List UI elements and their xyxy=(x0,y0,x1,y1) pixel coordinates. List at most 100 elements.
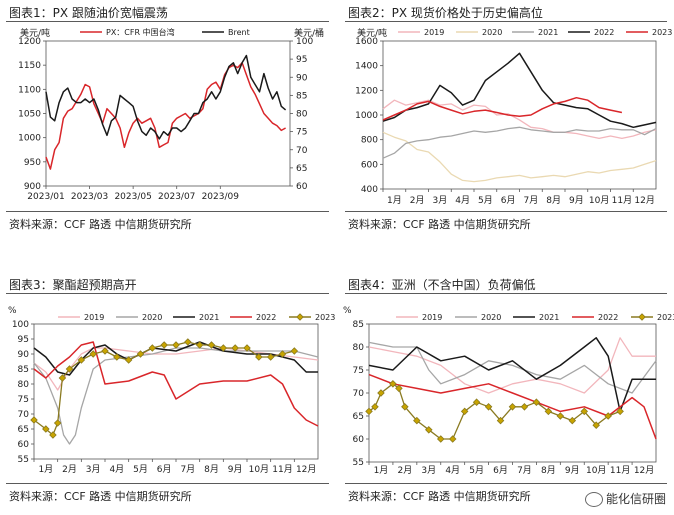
data-point-2023 xyxy=(148,344,157,352)
data-point-2023 xyxy=(448,435,457,443)
x-tick-label: 2023/03 xyxy=(71,192,108,202)
x-tick-label: 6月 xyxy=(501,195,516,206)
legend-label: 2020 xyxy=(142,313,162,322)
x-tick-label: 4月 xyxy=(109,464,124,475)
x-tick-label: 10月 xyxy=(589,195,609,206)
y2-tick-label: 90 xyxy=(296,73,308,83)
x-tick-label: 8月 xyxy=(204,464,219,475)
legend-marker xyxy=(638,313,646,321)
chart-4-source: 资料来源：CCF 路透 中信期货研究所 xyxy=(348,490,531,503)
data-point-2023 xyxy=(290,347,299,355)
series-line-2020 xyxy=(33,347,319,445)
legend-label: 2020 xyxy=(481,313,501,322)
x-tick-label: 10月 xyxy=(586,465,606,476)
data-point-2023 xyxy=(520,403,529,411)
x-tick-label: 1月 xyxy=(374,465,389,476)
plot-frame xyxy=(382,40,657,190)
y-axis-label: 美元/吨 xyxy=(20,27,50,39)
data-point-2023 xyxy=(401,403,409,411)
y-tick-label: 85 xyxy=(18,365,29,375)
y-tick-label: 1200 xyxy=(355,86,378,96)
x-tick-label: 2023/07 xyxy=(158,192,195,202)
y-tick-label: 65 xyxy=(18,425,29,435)
chart-4-top-rule xyxy=(345,293,667,294)
y-tick-label: 950 xyxy=(24,158,41,168)
data-point-2023 xyxy=(113,353,121,361)
data-point-2023 xyxy=(592,421,600,429)
data-point-2023 xyxy=(53,419,62,427)
y-tick-label: 1000 xyxy=(18,134,41,144)
y2-tick-label: 60 xyxy=(296,182,308,192)
x-tick-label: 6月 xyxy=(157,464,172,475)
series-line-2023 xyxy=(382,96,623,121)
chart-2-top-rule xyxy=(345,21,667,22)
y-tick-label: 85 xyxy=(353,320,364,330)
chart-2-source: 资料来源：CCF 路透 中信期货研究所 xyxy=(348,218,531,231)
chart-3-top-rule xyxy=(6,293,329,294)
x-tick-label: 2023/05 xyxy=(114,192,151,202)
series-line-PX：CFR 中国台湾 xyxy=(45,62,286,170)
data-point-2023 xyxy=(77,356,86,364)
data-point-2023 xyxy=(49,431,57,439)
chart-1-source: 资料来源：CCF 路透 中信期货研究所 xyxy=(9,218,192,231)
watermark-text: 能化信研圈 xyxy=(605,492,666,506)
x-tick-label: 12月 xyxy=(634,195,654,206)
legend-label: 2023 xyxy=(315,313,335,322)
data-point-2023 xyxy=(616,407,624,416)
x-tick-label: 5月 xyxy=(478,195,493,206)
data-point-2023 xyxy=(508,403,517,411)
chart-2-title: 图表2：PX 现货价格处于历史偏高位 xyxy=(348,6,543,20)
data-point-2023 xyxy=(580,407,589,416)
series-line-2022 xyxy=(368,373,657,440)
series-line-2019 xyxy=(382,99,657,140)
data-point-2023 xyxy=(496,416,505,425)
x-tick-label: 2023/09 xyxy=(202,192,240,202)
x-tick-label: 7月 xyxy=(524,195,539,206)
y-tick-label: 75 xyxy=(353,366,364,376)
x-tick-label: 10月 xyxy=(249,464,269,475)
y-tick-label: 1100 xyxy=(18,85,41,95)
x-tick-label: 3月 xyxy=(433,195,448,206)
x-tick-label: 9月 xyxy=(569,195,584,206)
chart-1-title: 图表1：PX 跟随油价宽幅震荡 xyxy=(9,6,168,20)
chart-3-source: 资料来源：CCF 路透 中信期货研究所 xyxy=(9,490,192,503)
data-point-2023 xyxy=(484,403,493,411)
x-tick-label: 9月 xyxy=(228,464,243,475)
y-tick-label: 80 xyxy=(353,343,365,353)
data-point-2023 xyxy=(389,380,397,388)
data-point-2023 xyxy=(243,344,251,352)
data-point-2023 xyxy=(365,407,373,416)
legend-label: 2019 xyxy=(422,313,442,322)
series-line-Brent xyxy=(45,54,287,140)
y-tick-label: 80 xyxy=(18,380,30,390)
chart-3-bottom-rule xyxy=(6,483,329,484)
x-tick-label: 9月 xyxy=(565,465,580,476)
y2-tick-label: 65 xyxy=(296,164,307,174)
y-axis-label: % xyxy=(343,306,352,316)
legend-label: Brent xyxy=(228,28,250,37)
data-point-2023 xyxy=(101,347,109,355)
x-tick-label: 6月 xyxy=(493,465,508,476)
y-tick-label: 60 xyxy=(353,435,365,445)
y-tick-label: 1000 xyxy=(355,111,378,121)
x-tick-label: 12月 xyxy=(296,464,316,475)
data-point-2023 xyxy=(219,344,228,352)
series-line-2022 xyxy=(382,52,657,129)
y-tick-label: 900 xyxy=(24,182,41,192)
series-line-2019 xyxy=(33,347,319,391)
data-point-2023 xyxy=(377,389,385,397)
x-tick-label: 4月 xyxy=(455,195,470,206)
legend-label: 2023 xyxy=(652,28,672,37)
x-tick-label: 1月 xyxy=(38,464,53,475)
y-tick-label: 100 xyxy=(12,320,29,330)
data-point-2023 xyxy=(436,435,445,443)
data-point-2023 xyxy=(395,384,403,393)
chart-4-bottom-rule xyxy=(345,483,667,484)
y2-axis-label: 美元/桶 xyxy=(294,27,324,39)
y-tick-label: 70 xyxy=(353,389,365,399)
y-tick-label: 1050 xyxy=(18,110,41,120)
x-tick-label: 7月 xyxy=(517,465,532,476)
data-point-2023 xyxy=(65,365,74,373)
legend-label: 2020 xyxy=(482,28,502,37)
